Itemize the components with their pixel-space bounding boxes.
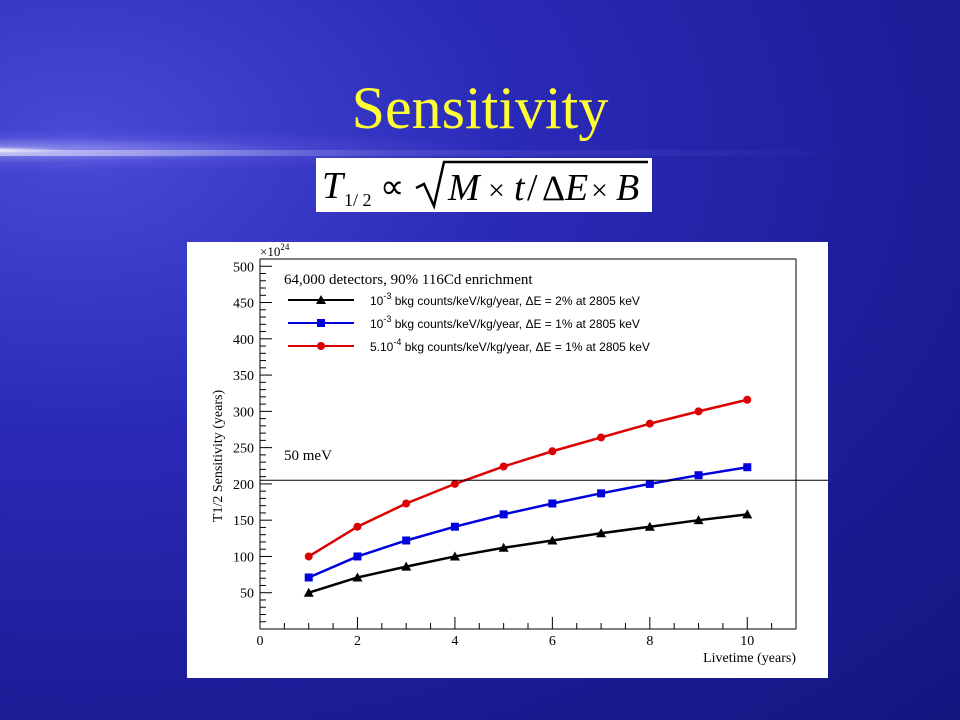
sensitivity-chart-panel: ×1024 50 100 150 200 250 300 350 400 450 500 0 2 4 6…	[187, 242, 828, 678]
legend-label: 10-3 bkg counts/keV/kg/year, ΔE = 1% at …	[370, 314, 640, 331]
data-point	[596, 528, 607, 538]
x-tick-label: 0	[257, 634, 264, 649]
data-point	[450, 522, 459, 531]
legend-entry-1: 10-3 bkg counts/keV/kg/year, ΔE = 2% at …	[288, 291, 640, 308]
x-tick-label: 2	[354, 634, 361, 649]
series-1	[303, 509, 753, 597]
data-point	[548, 499, 557, 508]
data-point	[645, 419, 654, 428]
data-point	[353, 522, 362, 531]
sensitivity-chart: ×1024 50 100 150 200 250 300 350 400 450 500 0 2 4 6…	[211, 242, 828, 666]
svg-text:Δ: Δ	[542, 168, 565, 208]
y-axis-label: T1/2 Sensitivity (years)	[211, 390, 226, 523]
data-point	[317, 342, 325, 350]
svg-text:×: ×	[488, 174, 505, 207]
data-point	[303, 587, 314, 597]
data-point	[597, 433, 606, 442]
data-point	[694, 407, 703, 416]
formula-graphic: T 1/ 2 ∝ M × t / Δ E × B	[322, 160, 648, 210]
x-axis: 0 2 4 6 8 10	[257, 617, 797, 649]
data-point	[304, 573, 313, 582]
data-point	[644, 521, 655, 531]
data-point	[498, 542, 509, 552]
data-point	[401, 561, 412, 571]
svg-text:∝: ∝	[380, 169, 404, 206]
series-line	[308, 398, 748, 558]
svg-text:×: ×	[591, 174, 608, 207]
y-tick-label: 500	[233, 260, 254, 275]
data-point	[352, 572, 363, 582]
chart-title: 64,000 detectors, 90% 116Cd enrichment	[284, 272, 533, 288]
reference-line-label: 50 meV	[284, 448, 332, 464]
data-point	[316, 295, 326, 304]
y-tick-label: 350	[233, 369, 254, 384]
series-group	[303, 395, 753, 597]
series-line	[308, 465, 748, 579]
x-axis-label: Livetime (years)	[703, 651, 796, 666]
data-point	[304, 552, 313, 561]
svg-text:1/ 2: 1/ 2	[344, 190, 372, 210]
legend-label: 10-3 bkg counts/keV/kg/year, ΔE = 2% at …	[370, 291, 640, 308]
data-point	[499, 510, 508, 519]
y-tick-label: 400	[233, 333, 254, 348]
legend-label: 5.10-4 bkg counts/keV/kg/year, ΔE = 1% a…	[370, 337, 650, 354]
svg-text:B: B	[616, 167, 639, 209]
legend-entry-2: 10-3 bkg counts/keV/kg/year, ΔE = 1% at …	[288, 314, 640, 331]
series-3	[304, 395, 752, 561]
data-point	[693, 515, 704, 525]
sensitivity-formula: T 1/ 2 ∝ M × t / Δ E × B	[316, 158, 652, 212]
y-axis: 50 100 150 200 250 300 350 400 450 500	[233, 260, 272, 623]
data-point	[742, 509, 753, 519]
legend: 10-3 bkg counts/keV/kg/year, ΔE = 2% at …	[288, 291, 650, 354]
data-point	[402, 499, 411, 508]
y-tick-label: 250	[233, 442, 254, 457]
data-point	[353, 552, 362, 561]
y-tick-label: 300	[233, 405, 254, 420]
data-point	[449, 551, 460, 561]
data-point	[694, 471, 703, 480]
plot-frame	[259, 258, 797, 630]
svg-text:/: /	[527, 167, 538, 209]
slide-title: Sensitivity	[351, 75, 609, 141]
y-tick-label: 450	[233, 297, 254, 312]
y-tick-label: 200	[233, 478, 254, 493]
data-point	[402, 536, 411, 545]
data-point	[597, 489, 606, 498]
data-point	[499, 462, 508, 471]
y-multiplier: ×1024	[260, 242, 290, 259]
y-tick-label: 100	[233, 550, 254, 565]
series-2	[304, 463, 752, 582]
x-tick-label: 6	[549, 634, 556, 649]
x-tick-label: 8	[646, 634, 653, 649]
x-tick-label: 10	[740, 634, 754, 649]
data-point	[645, 479, 654, 488]
light-streak	[0, 150, 960, 156]
legend-entry-3: 5.10-4 bkg counts/keV/kg/year, ΔE = 1% a…	[288, 337, 650, 354]
y-tick-label: 50	[240, 587, 254, 602]
data-point	[547, 535, 558, 545]
svg-text:E: E	[564, 167, 588, 209]
data-point	[548, 447, 557, 456]
data-point	[743, 395, 752, 404]
series-line	[308, 513, 748, 594]
data-point	[317, 319, 325, 327]
data-point	[743, 463, 752, 472]
svg-text:T: T	[322, 165, 346, 207]
data-point	[450, 479, 459, 488]
svg-text:M: M	[447, 167, 482, 209]
y-tick-label: 150	[233, 514, 254, 529]
svg-text:t: t	[514, 167, 526, 209]
x-tick-label: 4	[451, 634, 458, 649]
